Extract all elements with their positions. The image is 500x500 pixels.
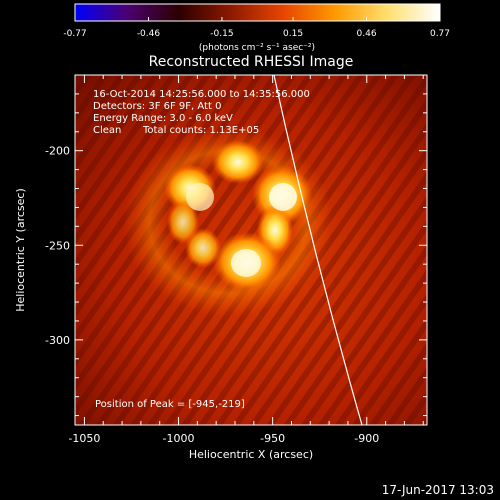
y-axis: -200 -250 -300	[45, 74, 427, 417]
colorbar-ticks	[74, 17, 441, 21]
footer-date: 17-Jun-2017 13:03	[382, 483, 494, 497]
x-tick-label: -950	[260, 432, 285, 445]
annotation-peak-position: Position of Peak = [-945,-219]	[95, 399, 245, 410]
x-axis: -1050 -1000 -950 -900	[68, 75, 424, 445]
source-loop	[164, 140, 312, 292]
y-axis-label: Heliocentric Y (arcsec)	[14, 188, 27, 312]
annotation-time-range: 16-Oct-2014 14:25:56.000 to 14:35:56.000	[93, 89, 310, 100]
x-tick-label: -1000	[163, 432, 195, 445]
colorbar-tick-label: 0.77	[430, 29, 450, 39]
y-tick-label: -300	[45, 334, 70, 347]
colorbar-unit-label: (photons cm⁻² s⁻¹ asec⁻²)	[199, 43, 315, 53]
y-tick-label: -200	[45, 145, 70, 158]
rhessi-image	[75, 75, 427, 425]
x-tick-label: -900	[354, 432, 379, 445]
annotation-energy-range: Energy Range: 3.0 - 6.0 keV	[93, 113, 233, 124]
colorbar-tick-label: 0.46	[357, 29, 377, 39]
colorbar-tick-label: -0.46	[137, 29, 161, 39]
annotation-total-counts: Total counts: 1.13E+05	[142, 125, 259, 136]
solar-limb	[273, 75, 363, 425]
colorbar-tick-labels: -0.77 -0.46 -0.15 0.15 0.46 0.77	[63, 29, 450, 39]
colorbar-tick-label: -0.15	[210, 29, 233, 39]
colorbar-tick-label: -0.77	[63, 29, 86, 39]
x-tick-label: -1050	[68, 432, 100, 445]
colorbar	[74, 3, 441, 22]
image-frame	[74, 74, 428, 426]
image-title: Reconstructed RHESSI Image	[149, 54, 354, 70]
y-tick-label: -250	[45, 239, 70, 252]
colorbar-tick-label: 0.15	[283, 29, 303, 39]
x-axis-label: Heliocentric X (arcsec)	[189, 448, 313, 461]
annotation-detectors: Detectors: 3F 6F 9F, Att 0	[93, 101, 221, 112]
annotation-clean-label: Clean	[93, 125, 121, 136]
